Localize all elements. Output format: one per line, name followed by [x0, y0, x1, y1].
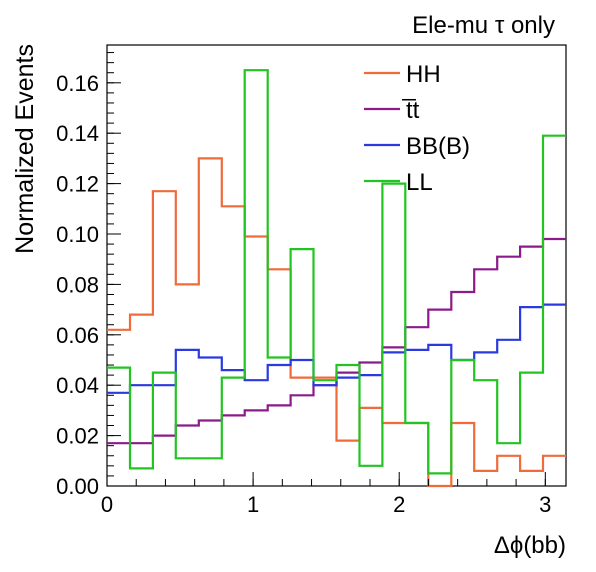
- legend: HH t̅t BB(B) LL: [364, 61, 470, 196]
- y-tick-label: 0.04: [56, 373, 99, 398]
- legend-label-0: HH: [406, 61, 441, 88]
- y-tick-label: 0.14: [56, 121, 99, 146]
- series-line-3: [107, 69, 566, 475]
- axis-layer: 0.00 0.02 0.04 0.06 0.08 0.10 0.12 0.14 0.16 0 1 2 3: [56, 52, 551, 517]
- y-tick-label: 0.16: [56, 71, 99, 96]
- y-tick-label: 0.06: [56, 323, 99, 348]
- legend-label-3: LL: [406, 169, 433, 196]
- y-tick-label: 0.00: [56, 474, 99, 499]
- legend-label-2: BB(B): [406, 133, 470, 160]
- y-tick-label: 0.10: [56, 222, 99, 247]
- y-axis-label: Normalized Events: [11, 44, 39, 254]
- series-layer: [107, 69, 566, 488]
- series-line-0: [107, 157, 566, 488]
- legend-label-1: t̅t: [402, 97, 420, 124]
- x-tick-label: 0: [101, 492, 113, 517]
- y-tick-label: 0.02: [56, 424, 99, 449]
- x-axis-label: Δϕ(bb): [494, 532, 566, 559]
- y-tick-label: 0.12: [56, 172, 99, 197]
- chart-title: Ele-mu τ only: [412, 12, 555, 39]
- x-tick-label: 2: [393, 492, 405, 517]
- x-tick-label: 1: [247, 492, 259, 517]
- chart-frame-layer: [106, 44, 567, 487]
- y-tick-label: 0.08: [56, 272, 99, 297]
- plot-frame: [106, 44, 567, 487]
- x-tick-label: 3: [539, 492, 551, 517]
